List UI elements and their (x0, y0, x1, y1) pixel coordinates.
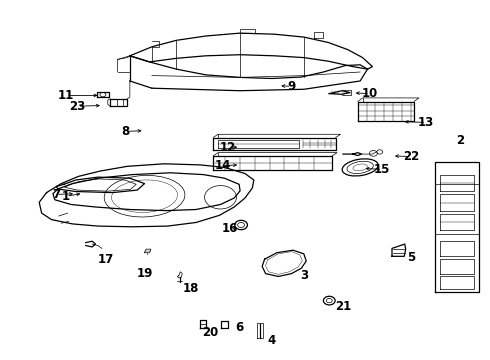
Text: 9: 9 (288, 80, 295, 93)
Text: 18: 18 (183, 282, 199, 294)
Text: 7: 7 (52, 188, 60, 201)
Text: 1: 1 (62, 190, 70, 203)
Text: 17: 17 (97, 253, 114, 266)
Text: 6: 6 (235, 321, 243, 334)
Text: 15: 15 (374, 163, 391, 176)
Text: 8: 8 (121, 125, 129, 138)
Text: 13: 13 (418, 116, 435, 129)
Text: 5: 5 (408, 251, 416, 264)
Text: 3: 3 (300, 269, 308, 282)
Text: 19: 19 (136, 267, 153, 280)
Text: 21: 21 (335, 300, 351, 313)
Text: 4: 4 (268, 334, 276, 347)
Text: 23: 23 (69, 100, 86, 113)
Text: 20: 20 (202, 327, 219, 339)
Text: 16: 16 (222, 222, 239, 235)
Text: 14: 14 (215, 159, 231, 172)
Text: 22: 22 (403, 150, 420, 163)
Text: 11: 11 (58, 89, 74, 102)
Text: 10: 10 (362, 87, 378, 100)
Text: 12: 12 (220, 141, 236, 154)
Text: 2: 2 (457, 134, 465, 147)
